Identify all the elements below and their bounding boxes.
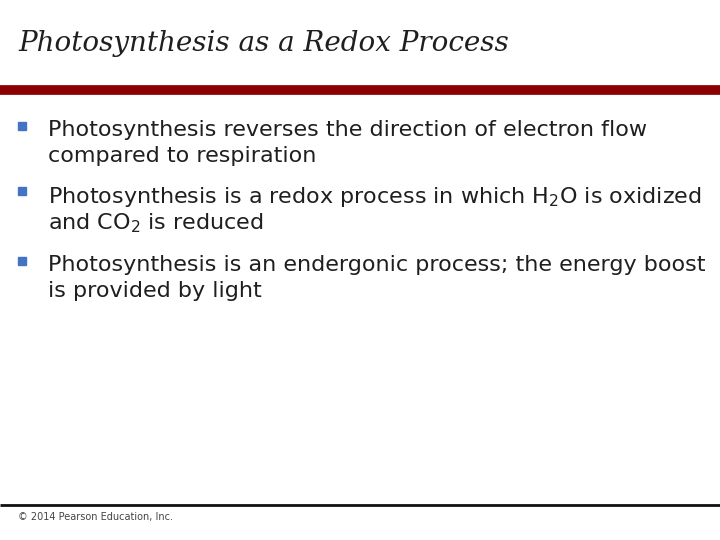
Text: and CO$_2$ is reduced: and CO$_2$ is reduced (48, 211, 264, 234)
Text: Photosynthesis as a Redox Process: Photosynthesis as a Redox Process (18, 30, 509, 57)
Text: Photosynthesis reverses the direction of electron flow: Photosynthesis reverses the direction of… (48, 120, 647, 140)
Text: compared to respiration: compared to respiration (48, 146, 316, 166)
Text: Photosynthesis is an endergonic process; the energy boost: Photosynthesis is an endergonic process;… (48, 255, 706, 275)
Text: © 2014 Pearson Education, Inc.: © 2014 Pearson Education, Inc. (18, 512, 173, 522)
Text: is provided by light: is provided by light (48, 281, 262, 301)
Text: Photosynthesis is a redox process in which H$_2$O is oxidized: Photosynthesis is a redox process in whi… (48, 185, 701, 209)
